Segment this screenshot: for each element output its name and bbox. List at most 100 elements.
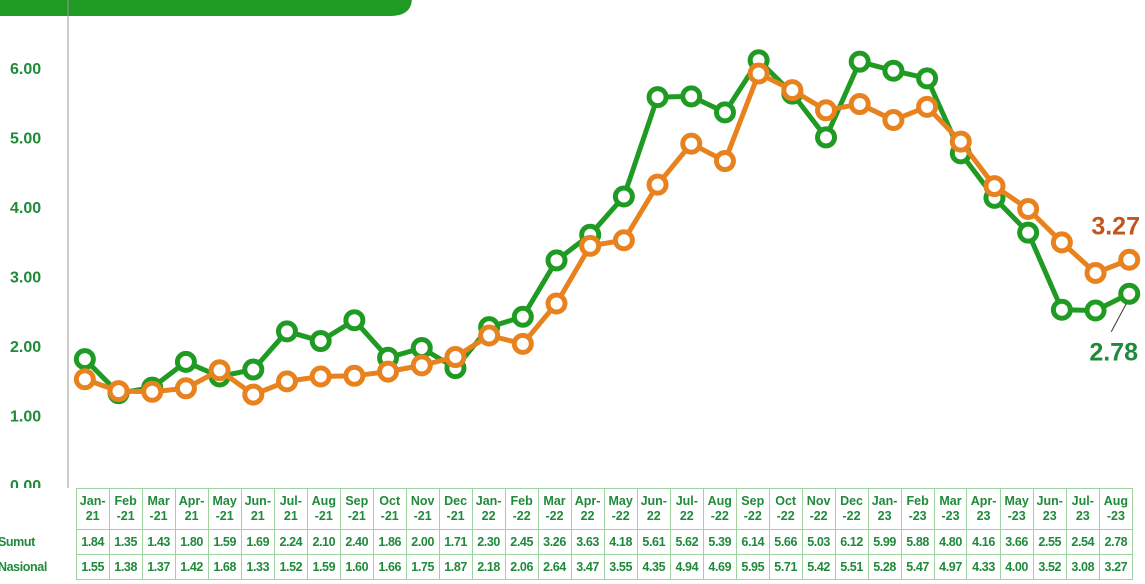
value-cell: 1.86 xyxy=(372,529,407,555)
point xyxy=(815,126,838,149)
point xyxy=(545,292,568,315)
point xyxy=(242,383,265,406)
point xyxy=(1050,298,1073,321)
point xyxy=(713,101,736,124)
value-cell: 1.80 xyxy=(174,529,209,555)
corner-cell xyxy=(0,489,76,530)
value-cell: 4.00 xyxy=(999,554,1034,580)
point xyxy=(208,359,231,382)
value-cell: 1.66 xyxy=(372,554,407,580)
value-cell: 5.51 xyxy=(834,554,869,580)
value-cell: 1.60 xyxy=(339,554,374,580)
series-line xyxy=(84,70,1131,398)
value-cell: 5.99 xyxy=(867,529,902,555)
category-cell: May -21 xyxy=(207,488,242,530)
series-name: Nasional xyxy=(0,559,47,574)
value-cell: 5.71 xyxy=(768,554,803,580)
point xyxy=(646,86,669,109)
leader-line xyxy=(1110,303,1127,333)
series-row: Nasional 1.55 1.38 1.37 1.42 1.68 1.33 1.52 1.59… xyxy=(0,554,1134,580)
value-cell: 1.43 xyxy=(141,529,176,555)
category-cell: Mar -21 xyxy=(141,488,176,530)
value-cell: 5.28 xyxy=(867,554,902,580)
value-cell: 1.68 xyxy=(207,554,242,580)
category-cell: Feb -21 xyxy=(108,488,143,530)
value-cell: 6.12 xyxy=(834,529,869,555)
point xyxy=(612,229,635,252)
point xyxy=(73,368,96,391)
value-cell: 5.95 xyxy=(735,554,770,580)
category-cell: Dec -22 xyxy=(834,488,869,530)
point xyxy=(983,175,1006,198)
value-cell: 4.97 xyxy=(933,554,968,580)
value-cell: 1.84 xyxy=(75,529,110,555)
category-cell: Dec -21 xyxy=(438,488,473,530)
value-cell: 3.52 xyxy=(1032,554,1067,580)
point xyxy=(174,350,197,373)
value-cell: 4.18 xyxy=(603,529,638,555)
category-cell: Feb -22 xyxy=(504,488,539,530)
point xyxy=(916,95,939,118)
value-cell: 5.88 xyxy=(900,529,935,555)
category-cell: Sep -21 xyxy=(339,488,374,530)
value-cell: 2.10 xyxy=(306,529,341,555)
value-cell: 1.38 xyxy=(108,554,143,580)
point xyxy=(949,130,972,153)
header-row: Jan- 21 Feb -21 Mar -21 Apr- 21 May -21 Jun- … xyxy=(0,488,1134,530)
value-cell: 5.66 xyxy=(768,529,803,555)
point xyxy=(1084,261,1107,284)
value-cell: 3.27 xyxy=(1098,554,1134,580)
end-label: 2.78 xyxy=(1089,338,1138,366)
category-cell: Sep -22 xyxy=(735,488,770,530)
value-cell: 2.30 xyxy=(471,529,506,555)
point xyxy=(848,93,871,116)
point xyxy=(882,109,905,132)
category-cell: Jul- 21 xyxy=(273,488,308,530)
point xyxy=(781,79,804,102)
category-cell: May -23 xyxy=(999,488,1034,530)
y-tick-label: 3.00 xyxy=(10,270,41,287)
value-cell: 1.37 xyxy=(141,554,176,580)
point xyxy=(1084,299,1107,322)
value-cell: 2.55 xyxy=(1032,529,1067,555)
y-tick-label: 4.00 xyxy=(10,200,41,217)
category-cell: Aug -21 xyxy=(306,488,341,530)
point xyxy=(141,380,164,403)
point xyxy=(713,150,736,173)
value-cell: 5.39 xyxy=(702,529,737,555)
series-name: Sumut xyxy=(0,534,35,549)
category-cell: Apr- 21 xyxy=(174,488,209,530)
point xyxy=(275,370,298,393)
category-cell: Jan- 22 xyxy=(471,488,506,530)
point xyxy=(815,99,838,122)
value-cell: 3.66 xyxy=(999,529,1034,555)
value-cell: 5.03 xyxy=(801,529,836,555)
point xyxy=(1017,221,1040,244)
category-cell: Nov -21 xyxy=(405,488,440,530)
value-cell: 3.63 xyxy=(570,529,605,555)
value-cell: 1.55 xyxy=(75,554,110,580)
value-cell: 3.26 xyxy=(537,529,572,555)
category-cell: Mar -22 xyxy=(537,488,572,530)
value-cell: 1.59 xyxy=(306,554,341,580)
chart: 0.00 1.00 2.00 3.00 4.00 5.00 6.00 3.27 2.78 xyxy=(0,0,1141,488)
value-cell: 4.80 xyxy=(933,529,968,555)
category-cell: Jun- 21 xyxy=(240,488,275,530)
point xyxy=(309,365,332,388)
point xyxy=(343,309,366,332)
category-cell: Aug -23 xyxy=(1098,488,1134,530)
value-cell: 2.06 xyxy=(504,554,539,580)
value-cell: 2.54 xyxy=(1065,529,1100,555)
value-cell: 2.45 xyxy=(504,529,539,555)
value-cell: 2.00 xyxy=(405,529,440,555)
value-cell: 4.69 xyxy=(702,554,737,580)
point xyxy=(1118,248,1141,271)
value-cell: 1.42 xyxy=(174,554,209,580)
value-cell: 1.59 xyxy=(207,529,242,555)
category-cell: Feb -23 xyxy=(900,488,935,530)
category-cell: Oct -21 xyxy=(372,488,407,530)
point xyxy=(242,358,265,381)
category-cell: Jul- 23 xyxy=(1065,488,1100,530)
category-cell: Apr- 23 xyxy=(966,488,1001,530)
category-cell: Jan- 23 xyxy=(867,488,902,530)
